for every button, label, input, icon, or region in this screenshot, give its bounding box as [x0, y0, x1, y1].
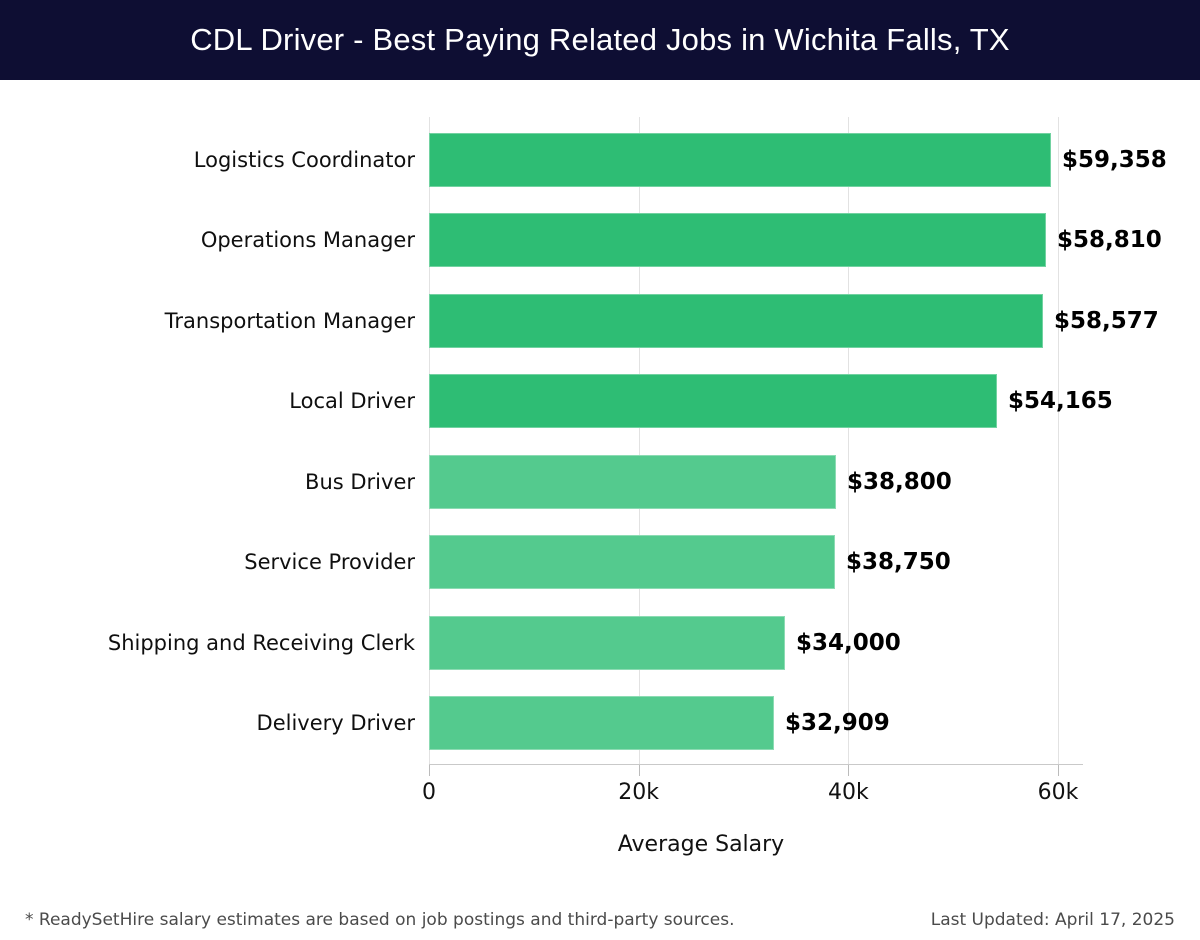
bar-value-label: $38,750: [846, 549, 951, 575]
gridline: [638, 117, 640, 764]
source-note: * ReadySetHire salary estimates are base…: [25, 910, 735, 930]
x-axis-line: [429, 764, 1083, 765]
page-title: CDL Driver - Best Paying Related Jobs in…: [190, 22, 1010, 57]
x-tick-label: 60k: [1037, 780, 1079, 805]
bar-value-label: $58,577: [1054, 308, 1159, 334]
axis-tick: [1058, 764, 1059, 776]
bar: [429, 455, 836, 509]
bar-value-label: $34,000: [796, 630, 901, 656]
last-updated: Last Updated: April 17, 2025: [930, 910, 1175, 930]
gridline: [429, 117, 430, 764]
title-bar: CDL Driver - Best Paying Related Jobs in…: [0, 0, 1200, 80]
category-label: Service Provider: [244, 550, 415, 574]
category-label: Bus Driver: [305, 470, 415, 494]
bar: [429, 616, 785, 670]
bar: [429, 294, 1043, 348]
bar: [429, 374, 997, 428]
category-label: Local Driver: [289, 389, 415, 413]
bar-chart: Average Salary 0 20k 40k 60k Logistics Coord…: [0, 80, 1200, 870]
footer: * ReadySetHire salary estimates are base…: [0, 890, 1200, 940]
category-label: Logistics Coordinator: [193, 148, 415, 172]
category-label: Delivery Driver: [256, 711, 415, 735]
bar: [429, 133, 1051, 187]
gridline: [1058, 117, 1059, 764]
x-axis-title: Average Salary: [617, 832, 785, 857]
bar-value-label: $54,165: [1008, 388, 1113, 414]
category-label: Shipping and Receiving Clerk: [107, 631, 415, 655]
bar: [429, 213, 1046, 267]
bar-value-label: $59,358: [1062, 147, 1167, 173]
axis-tick: [429, 764, 430, 776]
bar-value-label: $58,810: [1057, 227, 1162, 253]
bar: [429, 535, 835, 589]
category-label: Transportation Manager: [164, 309, 415, 333]
x-tick-label: 40k: [827, 780, 869, 805]
bar: [429, 696, 774, 750]
category-label: Operations Manager: [200, 228, 415, 252]
axis-tick: [638, 764, 640, 776]
gridline: [848, 117, 850, 764]
x-tick-label: 0: [422, 780, 436, 805]
x-tick-label: 20k: [618, 780, 660, 805]
axis-tick: [848, 764, 850, 776]
bar-value-label: $32,909: [785, 710, 890, 736]
bar-value-label: $38,800: [847, 469, 952, 495]
